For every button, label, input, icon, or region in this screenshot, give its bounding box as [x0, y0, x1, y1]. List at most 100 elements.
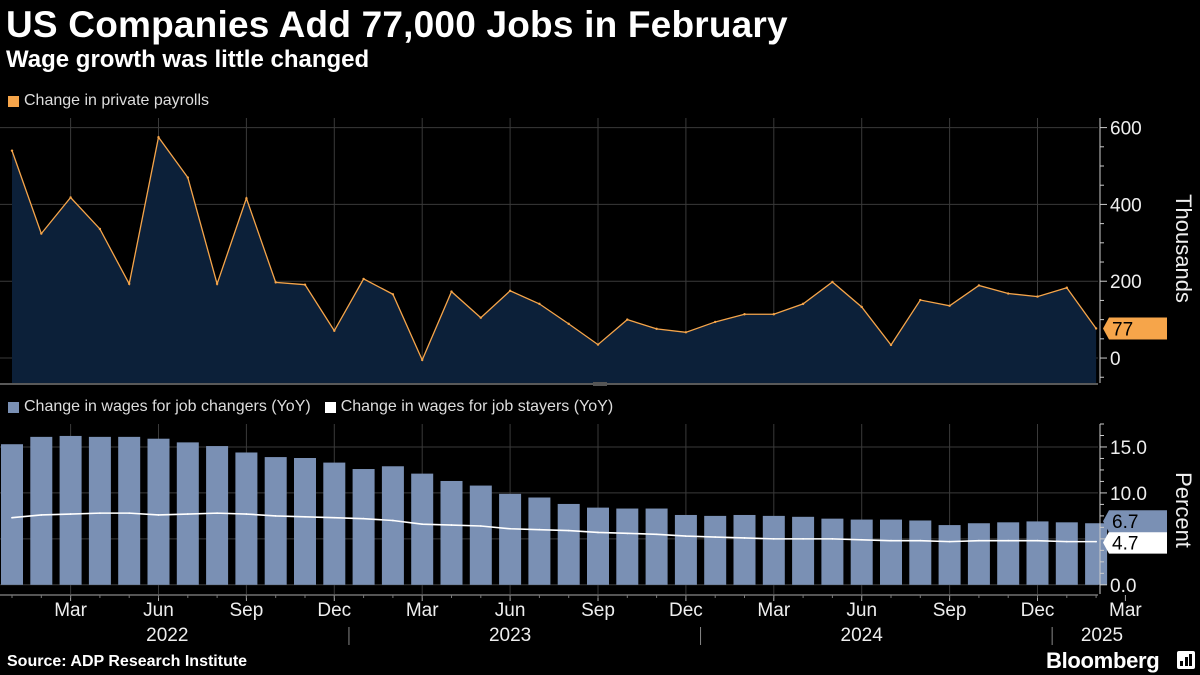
payrolls-point [626, 318, 629, 321]
job-changers-bar [469, 485, 492, 585]
payrolls-last-value-box [1103, 317, 1167, 340]
payrolls-point [655, 327, 658, 331]
payrolls-point [743, 313, 746, 316]
job-stayers-point [99, 512, 101, 515]
payrolls-point [303, 283, 307, 286]
bloomberg-logo: Bloomberg [1046, 648, 1160, 673]
x-year-label: 2023 [489, 625, 531, 646]
job-changers-bar [704, 515, 727, 585]
payrolls-point [977, 284, 981, 287]
payrolls-point [1094, 327, 1098, 330]
job-changers-bar [499, 493, 522, 585]
x-tick-label: Dec [1021, 600, 1055, 621]
job-stayers-point [421, 523, 424, 526]
bottom-y-tick-label: 10.0 [1110, 484, 1147, 505]
job-changers-bar [411, 473, 434, 585]
payrolls-point [889, 343, 893, 347]
bottom-y-axis-title: Percent [1171, 472, 1196, 548]
job-changers-bar [294, 458, 316, 585]
bottom-legend: Change in wages for job changers (YoY) C… [8, 398, 627, 416]
job-changers-bar [1, 444, 23, 585]
payrolls-point [215, 282, 219, 286]
payrolls-point [1065, 286, 1069, 289]
legend-label-job-stayers: Change in wages for job stayers (YoY) [340, 398, 614, 415]
source-note: Source: ADP Research Institute [7, 653, 248, 670]
bloomberg-terminal-icon [1177, 651, 1195, 669]
job-changers-bar [762, 515, 785, 585]
job-stayers-point [245, 513, 248, 515]
bottom-y-tick-label: 15.0 [1110, 438, 1147, 459]
payrolls-line [11, 135, 1097, 362]
payrolls-last-value-label: 77 [1112, 319, 1133, 340]
payrolls-point [10, 149, 14, 152]
job-stayers-point [743, 537, 746, 539]
payrolls-panel [10, 135, 1098, 383]
x-tick-label: Mar [54, 600, 87, 621]
job-stayers-point [128, 512, 131, 515]
job-changers-bar [352, 469, 375, 585]
job-stayers-point [1007, 539, 1010, 542]
payrolls-point [333, 329, 336, 332]
job-changers-bar [206, 446, 229, 585]
job-changers-bar [616, 508, 639, 585]
job-stayers-point [978, 539, 980, 542]
legend-label-job-changers: Change in wages for job changers (YoY) [24, 398, 311, 415]
job-changers-bar [880, 519, 902, 585]
job-stayers-point [626, 532, 629, 535]
payrolls-point [508, 289, 512, 293]
job-stayers-point [69, 513, 72, 515]
job-changers-last-value-box [1103, 510, 1167, 533]
payrolls-point [391, 293, 395, 296]
job-changers-bar [909, 520, 932, 585]
job-stayers-point [333, 516, 336, 519]
job-changers-bar [997, 522, 1020, 585]
job-changers-bar [674, 514, 697, 585]
job-stayers-point [655, 533, 658, 536]
job-stayers-point [186, 513, 189, 515]
job-changers-bar [528, 497, 551, 585]
job-changers-bar [264, 457, 287, 585]
job-changers-last-value-label: 6.7 [1112, 512, 1138, 533]
job-changers-bar [645, 508, 668, 585]
axes: 02004006000.05.010.015.0ThousandsPercent… [0, 118, 1196, 646]
legend-swatch-job-stayers [324, 401, 336, 413]
job-stayers-point [860, 538, 863, 541]
job-stayers-point [450, 524, 453, 526]
top-y-tick-label: 600 [1110, 119, 1142, 140]
job-stayers-point [304, 515, 306, 518]
payrolls-point [421, 358, 424, 362]
payrolls-point [831, 280, 834, 284]
x-tick-label: Jun [143, 600, 174, 621]
job-stayers-point [40, 514, 43, 516]
job-stayers-point [157, 514, 160, 516]
payrolls-point [919, 298, 922, 302]
payrolls-point [596, 343, 600, 346]
payrolls-point [362, 277, 365, 281]
top-y-tick-label: 0 [1110, 349, 1121, 370]
job-changers-bar [1085, 523, 1108, 585]
job-stayers-point [11, 516, 13, 519]
legend-swatch-private-payrolls [8, 95, 19, 107]
job-stayers-point [479, 525, 482, 527]
legend-item-private-payrolls: Change in private payrolls [8, 92, 209, 110]
payrolls-point [245, 197, 248, 200]
job-changers-bar [967, 523, 990, 585]
top-y-tick-label: 200 [1110, 272, 1142, 293]
x-tick-label: Sep [933, 600, 967, 621]
payrolls-point [157, 136, 160, 139]
job-changers-bar [1026, 521, 1049, 585]
x-tick-label: Jun [846, 600, 877, 621]
payrolls-point [567, 322, 570, 326]
payrolls-point [684, 331, 688, 334]
job-stayers-point [890, 539, 892, 542]
x-year-label: 2024 [841, 625, 884, 646]
top-legend: Change in private payrolls [8, 92, 223, 110]
job-changers-bar [850, 519, 873, 585]
job-changers-bar [1055, 522, 1078, 585]
x-tick-label: Jun [495, 600, 526, 621]
top-y-axis-title: Thousands [1171, 194, 1196, 303]
job-stayers-point [567, 529, 570, 532]
payrolls-point [948, 304, 951, 308]
payrolls-point [274, 281, 277, 284]
